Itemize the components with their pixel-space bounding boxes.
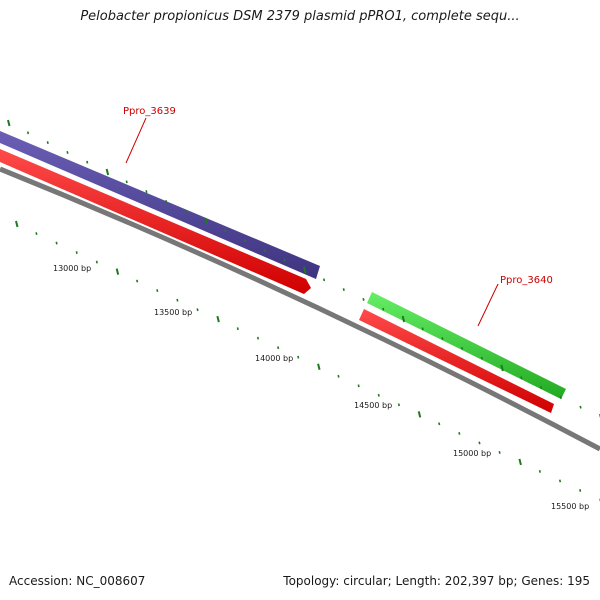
gene-ppro-3640-reverse[interactable] [359, 309, 554, 413]
tick-mark [15, 220, 19, 228]
gene-ppro-3640[interactable] [367, 292, 566, 399]
tick-mark [224, 229, 227, 233]
tick-mark [176, 298, 179, 302]
tick-mark [66, 150, 69, 154]
gene-label-ppro-3640[interactable]: Ppro_3640 [500, 275, 553, 286]
scale-label-15500: 15500 bp [551, 502, 589, 511]
tick-marks-inner [15, 220, 600, 502]
tick-mark [518, 458, 522, 466]
tick-mark [55, 241, 58, 245]
tick-mark [458, 431, 461, 435]
tick-mark [283, 258, 286, 262]
tick-mark [559, 395, 562, 399]
label-leader-ppro-3640 [477, 283, 499, 327]
label-leader-ppro-3639 [125, 117, 147, 164]
tick-mark [303, 266, 307, 274]
tick-mark [337, 374, 340, 378]
tick-mark [382, 307, 385, 311]
tick-mark [7, 119, 11, 127]
tick-mark [256, 336, 260, 340]
tick-mark [244, 239, 247, 243]
tick-mark [115, 268, 120, 275]
tick-mark [35, 232, 38, 235]
map-title: Pelobacter propionicus DSM 2379 plasmid … [80, 9, 520, 24]
tick-mark [480, 356, 483, 360]
tick-mark [156, 289, 159, 293]
tick-mark [196, 308, 199, 312]
tick-mark [204, 217, 208, 225]
gene-label-ppro-3639[interactable]: Ppro_3639 [123, 106, 176, 117]
tick-mark [538, 470, 541, 473]
tick-mark [297, 355, 300, 359]
tick-mark [498, 450, 501, 454]
tick-mark [145, 190, 148, 194]
tick-mark [540, 386, 543, 390]
tick-mark [263, 248, 266, 252]
tick-mark [136, 279, 139, 283]
tick-mark [438, 422, 441, 426]
scale-label-15000: 15000 bp [453, 449, 491, 458]
scale-label-13500: 13500 bp [154, 308, 192, 317]
tick-mark [357, 384, 360, 388]
tick-mark [478, 441, 481, 445]
gene-ppro-3639-reverse[interactable] [0, 149, 311, 294]
tick-mark [421, 327, 424, 331]
tick-mark [520, 376, 523, 380]
accession-info: Accession: NC_008607 [9, 574, 146, 588]
tick-mark [558, 479, 562, 483]
tick-mark [125, 180, 128, 184]
scale-label-14500: 14500 bp [354, 401, 392, 410]
tick-mark [277, 346, 280, 350]
tick-mark [184, 209, 187, 213]
tick-mark [216, 315, 220, 323]
tick-mark [317, 363, 321, 371]
tick-mark [95, 260, 98, 264]
gene-ppro-3639-forward[interactable] [0, 131, 320, 279]
tick-mark [165, 199, 168, 203]
scale-label-14000: 14000 bp [255, 354, 293, 363]
tick-mark [401, 315, 406, 323]
tick-mark [579, 489, 582, 492]
tick-mark [105, 168, 110, 176]
tick-mark [26, 131, 30, 135]
backbone-track [0, 166, 600, 452]
tick-mark [236, 327, 239, 331]
scale-label-13000: 13000 bp [53, 264, 91, 273]
tick-mark [86, 160, 89, 164]
tick-mark [461, 346, 464, 350]
tick-mark [579, 405, 582, 409]
tick-mark [322, 278, 326, 282]
tick-mark [417, 411, 422, 418]
topology-info: Topology: circular; Length: 202,397 bp; … [283, 574, 590, 588]
tick-mark [75, 251, 78, 254]
tick-mark [342, 288, 345, 292]
tick-mark [377, 393, 380, 397]
tick-mark [46, 141, 49, 145]
tick-mark [441, 337, 444, 341]
tick-mark [362, 297, 365, 301]
tick-marks-outer [7, 119, 600, 419]
tick-mark [500, 364, 504, 372]
tick-mark [397, 403, 400, 407]
